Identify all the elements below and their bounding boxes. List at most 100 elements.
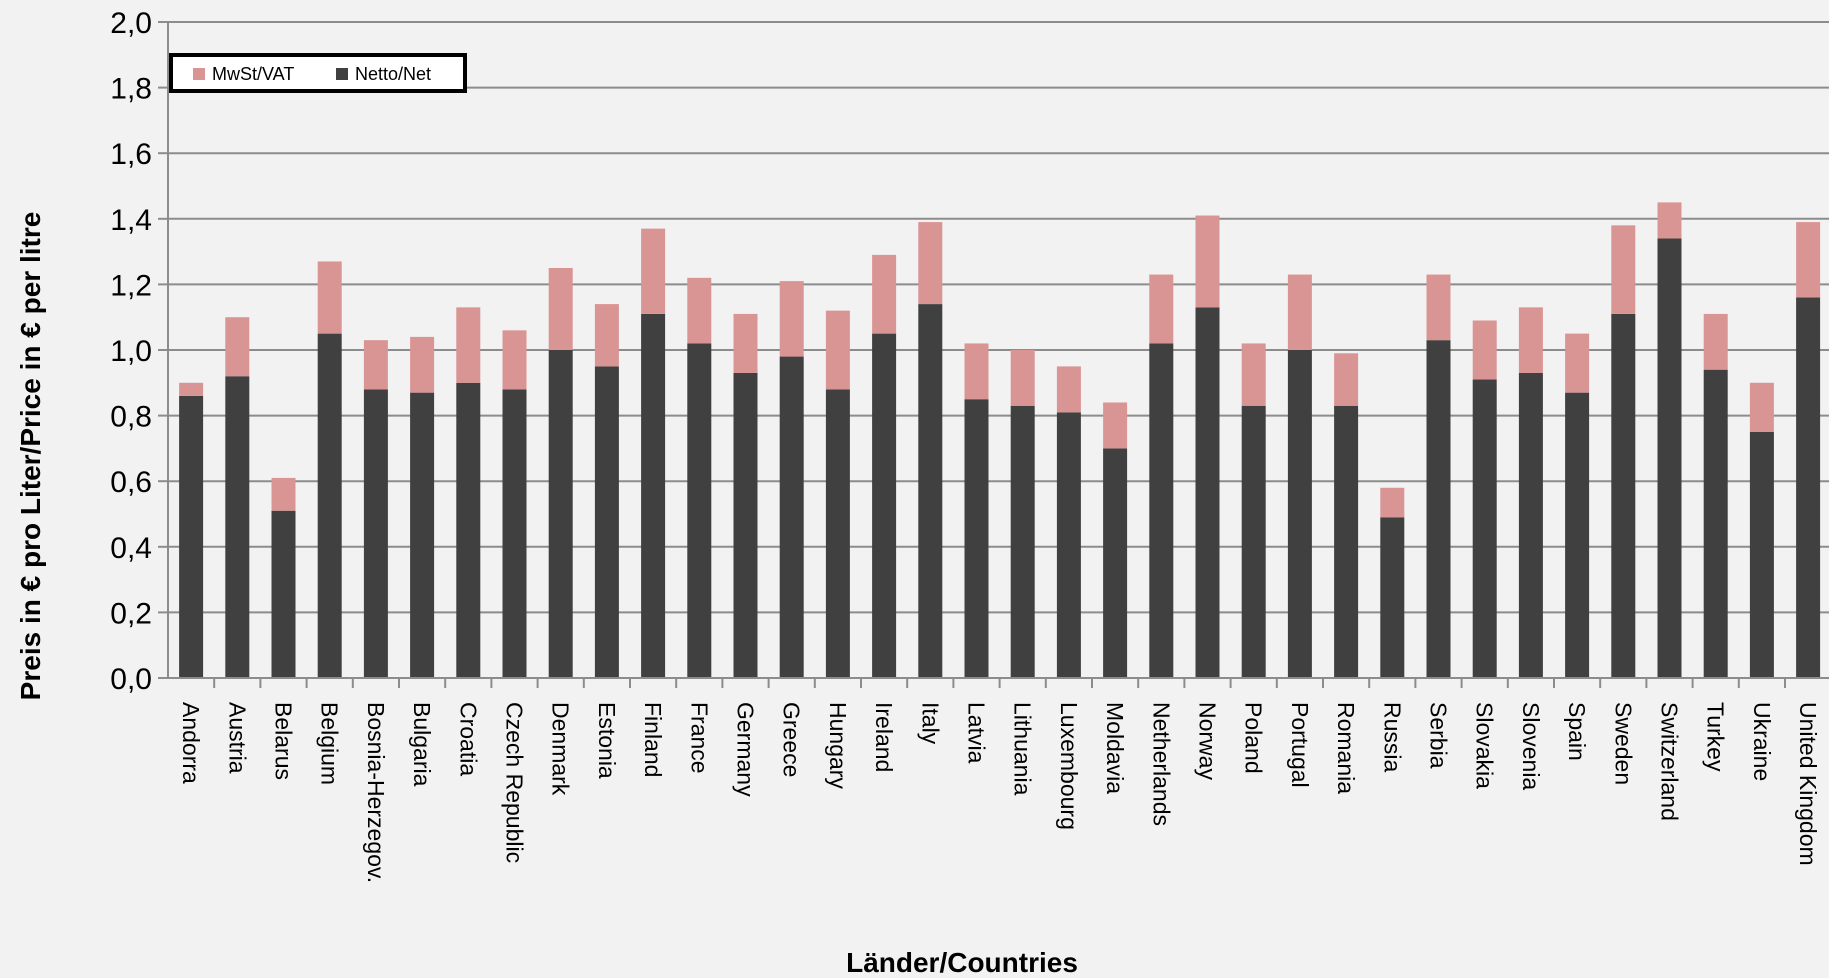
- x-tick-label: Austria: [224, 702, 250, 774]
- y-tick-label: 0,0: [110, 663, 152, 696]
- x-tick-label: Russia: [1379, 702, 1405, 773]
- x-tick-label: Greece: [779, 702, 805, 777]
- bar-vat: [1010, 350, 1035, 406]
- x-tick-label: Andorra: [178, 702, 204, 784]
- x-tick-label: Serbia: [1426, 702, 1452, 769]
- bar-vat: [1241, 343, 1266, 406]
- x-tick-label: Portugal: [1287, 702, 1313, 788]
- bar-vat: [1103, 402, 1128, 449]
- x-tick-label: Bulgaria: [409, 702, 435, 787]
- y-tick-label: 0,2: [110, 597, 152, 630]
- bar-vat: [1749, 382, 1774, 432]
- bar-net: [1518, 372, 1543, 678]
- x-tick-label: Belarus: [271, 702, 297, 780]
- y-tick-label: 1,4: [110, 204, 152, 237]
- grid-lines: [168, 21, 1829, 679]
- bar-net: [363, 389, 388, 678]
- bar-vat: [271, 477, 296, 511]
- bar-net: [687, 343, 712, 678]
- x-tick-label: France: [686, 702, 712, 774]
- bar-net: [179, 395, 204, 678]
- x-tick-label: Finland: [640, 702, 666, 777]
- x-tick-label: Ireland: [871, 702, 897, 772]
- x-tick-label: Hungary: [825, 702, 851, 789]
- bar-vat: [456, 307, 481, 383]
- bar-net: [1796, 297, 1821, 678]
- bar-net: [548, 350, 573, 678]
- bar-vat: [548, 268, 573, 350]
- x-tick-label: Slovakia: [1472, 702, 1498, 789]
- legend-box: [169, 53, 467, 93]
- bar-net: [456, 382, 481, 678]
- bar-net: [1103, 448, 1128, 678]
- y-tick-label: 1,2: [110, 269, 152, 302]
- bars: [179, 202, 1821, 679]
- bar-net: [317, 333, 342, 678]
- bar-vat: [594, 304, 619, 367]
- bar-net: [1472, 379, 1497, 678]
- x-tick-label: Netherlands: [1148, 702, 1174, 826]
- x-tick-label: Ukraine: [1749, 702, 1775, 781]
- bar-vat: [641, 228, 666, 314]
- bar-vat: [1518, 307, 1543, 373]
- bar-vat: [872, 254, 897, 334]
- bar-vat: [1703, 313, 1728, 370]
- legend-swatch-vat: [193, 68, 205, 80]
- bar-net: [1380, 517, 1405, 678]
- bar-net: [410, 392, 435, 678]
- bar-vat: [1657, 202, 1682, 239]
- bar-vat: [1472, 320, 1497, 380]
- x-tick-label: Czech Republic: [502, 702, 528, 863]
- legend: MwSt/VAT Netto/Net: [169, 53, 467, 93]
- bar-vat: [1565, 333, 1590, 393]
- bar-net: [918, 304, 943, 678]
- bar-net: [825, 389, 850, 678]
- y-axis-title: Preis in € pro Liter/Price in € per litr…: [15, 212, 46, 701]
- x-axis-title: Länder/Countries: [846, 947, 1078, 978]
- bar-net: [1195, 307, 1220, 678]
- x-tick-label: Moldavia: [1102, 702, 1128, 794]
- x-tick-label: Turkey: [1703, 702, 1729, 772]
- bar-vat: [918, 222, 943, 305]
- bar-net: [641, 313, 666, 678]
- bar-net: [594, 366, 619, 678]
- bar-net: [872, 333, 897, 678]
- bar-net: [1149, 343, 1174, 678]
- bar-vat: [825, 310, 850, 390]
- bar-vat: [410, 336, 435, 393]
- legend-label-net: Netto/Net: [355, 64, 431, 84]
- bar-net: [1241, 405, 1266, 678]
- x-tick-label: Sweden: [1610, 702, 1636, 785]
- axes: [158, 21, 1829, 688]
- bar-vat: [1149, 274, 1174, 344]
- bar-vat: [1056, 366, 1081, 413]
- bar-vat: [363, 340, 388, 390]
- bar-net: [1657, 238, 1682, 679]
- y-tick-label: 1,6: [110, 138, 152, 171]
- y-tick-label: 2,0: [110, 7, 152, 40]
- x-tick-label: Romania: [1333, 702, 1359, 794]
- x-tick-label: Croatia: [455, 702, 481, 776]
- x-tick-label: Latvia: [964, 702, 990, 764]
- bar-net: [1426, 340, 1451, 678]
- bar-net: [1703, 369, 1728, 678]
- bar-net: [271, 510, 296, 678]
- bar-vat: [225, 317, 250, 377]
- x-tick-label: Slovenia: [1518, 702, 1544, 790]
- bar-net: [1334, 405, 1359, 678]
- x-tick-label: United Kingdom: [1795, 702, 1821, 866]
- bar-vat: [779, 281, 804, 357]
- bar-vat: [1611, 225, 1636, 314]
- x-tick-label: Norway: [1195, 702, 1221, 780]
- x-tick-label: Poland: [1241, 702, 1267, 774]
- bar-vat: [1380, 487, 1405, 518]
- tick-labels: 0,0 0,2 0,4 0,6 0,8 1,0 1,2 1,4 1,6 1,8 2,0 Andorra…: [110, 7, 1821, 883]
- y-tick-label: 1,8: [110, 73, 152, 106]
- x-tick-label: Belgium: [317, 702, 343, 785]
- bar-vat: [1796, 222, 1821, 298]
- bar-net: [502, 389, 527, 678]
- bar-net: [779, 356, 804, 678]
- y-tick-label: 0,8: [110, 401, 152, 434]
- bar-net: [1565, 392, 1590, 678]
